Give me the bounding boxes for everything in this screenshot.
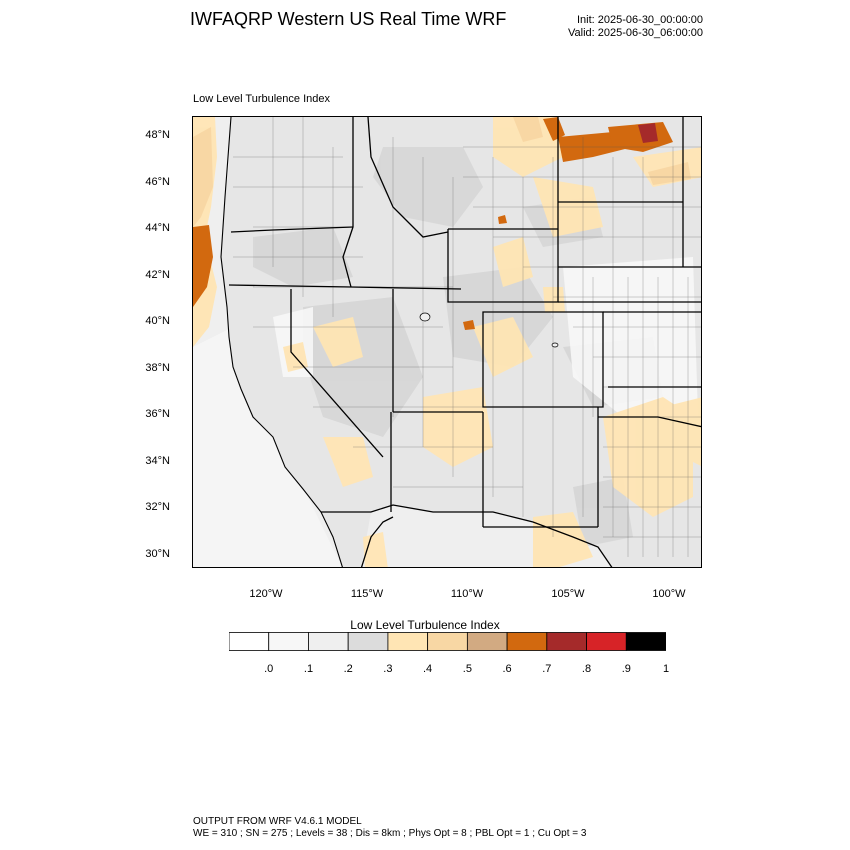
shading-red <box>638 123 658 143</box>
colorbar-box <box>387 632 429 651</box>
colorbar-label: .9 <box>621 663 631 675</box>
colorbar-box <box>546 632 587 651</box>
lat-label: 34°N <box>145 455 170 467</box>
colorbar-label: .3 <box>383 663 393 675</box>
colorbar-label: .1 <box>303 663 314 675</box>
lon-label: 110°W <box>450 588 484 600</box>
footer-config: WE = 310 ; SN = 275 ; Levels = 38 ; Dis … <box>193 828 587 839</box>
shading-tan <box>193 117 691 227</box>
lat-label: 40°N <box>145 315 170 327</box>
colorbar-label: .6 <box>502 663 512 675</box>
lakes <box>419 312 559 348</box>
ocean-light-area <box>193 327 343 567</box>
lon-label: 100°W <box>652 588 686 600</box>
lat-label: 44°N <box>145 222 170 234</box>
lat-label: 48°N <box>145 129 170 141</box>
shading-dark-orange <box>193 117 673 330</box>
turbulence-map <box>193 117 701 567</box>
colorbar-title: Low Level Turbulence Index <box>350 618 500 632</box>
colorbar-label: .2 <box>343 663 353 675</box>
map-panel <box>192 116 702 568</box>
panel-title: Low Level Turbulence Index <box>193 93 330 105</box>
state-borders <box>220 117 701 567</box>
colorbar-label: .7 <box>542 663 552 675</box>
colorbar-box <box>427 632 468 651</box>
colorbar-box <box>268 632 309 651</box>
colorbar-box <box>347 632 389 651</box>
lat-label: 30°N <box>145 548 170 560</box>
colorbar-label: .5 <box>462 663 472 675</box>
colorbar-box <box>229 632 270 651</box>
colorbar-box <box>586 632 627 651</box>
lat-label: 36°N <box>145 408 170 420</box>
valid-time: Valid: 2025-06-30_06:00:00 <box>568 27 703 39</box>
lat-label: 42°N <box>145 269 170 281</box>
main-title: IWFAQRP Western US Real Time WRF <box>190 9 507 29</box>
colorbar-label: .8 <box>581 663 592 675</box>
lat-label: 38°N <box>145 362 170 374</box>
colorbar-box <box>625 632 666 651</box>
colorbar <box>229 632 666 651</box>
lat-label: 46°N <box>145 176 170 188</box>
colorbar-box <box>466 632 508 651</box>
lat-label: 32°N <box>145 501 170 513</box>
colorbar-label: .4 <box>423 663 433 675</box>
init-time: Init: 2025-06-30_00:00:00 <box>577 14 703 26</box>
colorbar-label: 1 <box>662 663 670 675</box>
colorbar-box <box>308 632 349 651</box>
colorbar-box <box>506 632 548 651</box>
lon-label: 105°W <box>551 588 585 600</box>
lon-label: 120°W <box>249 588 283 600</box>
footer-model: OUTPUT FROM WRF V4.6.1 MODEL <box>193 816 362 827</box>
colorbar-label: .0 <box>264 663 274 675</box>
lon-label: 115°W <box>350 588 384 600</box>
